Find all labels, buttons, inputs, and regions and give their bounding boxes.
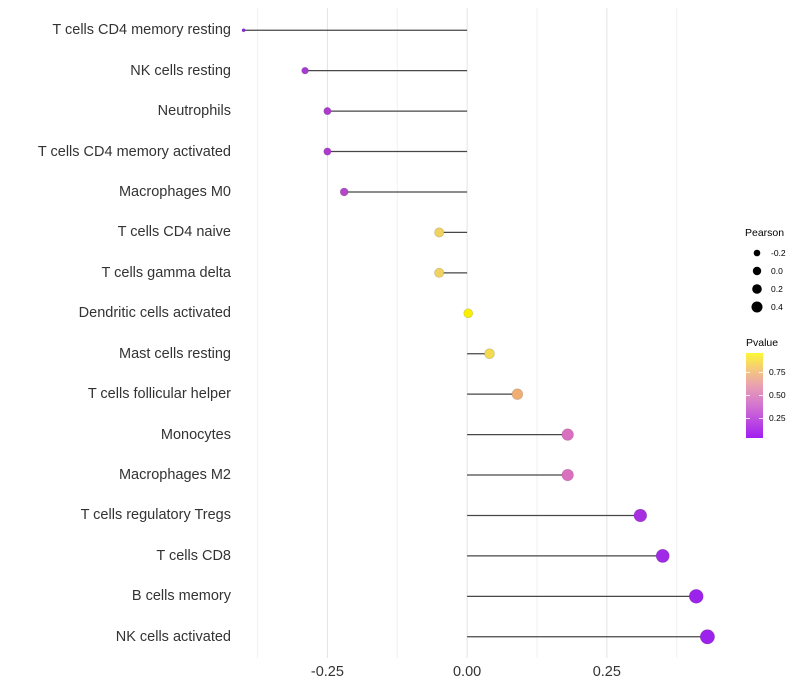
colorbar-tick-mark: [746, 418, 750, 419]
colorbar-tick-mark: [746, 372, 750, 373]
y-axis-label: T cells CD4 memory resting: [52, 22, 231, 39]
x-tick-label: 0.25: [592, 664, 621, 680]
lollipop-dot: [484, 348, 495, 360]
lollipop-dot: [434, 227, 445, 238]
y-axis-label: NK cells activated: [115, 628, 231, 645]
lollipop-dot: [434, 267, 445, 278]
colorbar-tick-label: 0.50: [769, 390, 786, 400]
legend-size-label: 0.2: [771, 284, 783, 294]
legend-size-label: 0.4: [771, 302, 783, 312]
lollipop-dot: [323, 107, 332, 116]
pvalue-colorbar: [746, 353, 763, 438]
lollipop-dot: [561, 428, 574, 441]
lollipop-dot: [561, 468, 574, 482]
colorbar-tick-mark: [759, 395, 763, 396]
lollipop-dot: [323, 147, 332, 156]
y-axis-label: T cells CD8: [156, 547, 231, 564]
legend-size-label: 0.0: [771, 266, 783, 276]
lollipop-dot: [463, 308, 474, 319]
lollipop-dot: [688, 588, 704, 604]
legend-size-dot: [752, 284, 762, 294]
lollipop-dot: [339, 187, 349, 197]
y-axis-label: Monocytes: [160, 426, 231, 443]
y-axis-label: Macrophages M0: [118, 183, 231, 200]
lollipop-dot: [699, 629, 715, 645]
y-axis-label: T cells follicular helper: [87, 386, 231, 403]
legend-title-pvalue: Pvalue: [746, 337, 779, 349]
x-tick-label: 0.00: [452, 664, 482, 680]
y-axis-label: T cells gamma delta: [101, 264, 231, 281]
colorbar-tick-mark: [759, 372, 763, 373]
lollipop-dot: [301, 66, 309, 75]
legend-size-label: -0.2: [771, 248, 786, 258]
legend-title-pearson: Pearson: [745, 227, 785, 239]
colorbar-tick-mark: [759, 418, 763, 419]
legend-size-dot: [752, 266, 762, 276]
colorbar-tick-label: 0.75: [769, 367, 786, 377]
lollipop-dot: [633, 508, 648, 523]
y-axis-label: T cells CD4 memory activated: [37, 143, 231, 160]
y-axis-label: T cells CD4 naive: [117, 224, 231, 241]
x-tick-label: -0.25: [310, 664, 344, 680]
y-axis-label: Neutrophils: [157, 103, 231, 120]
y-axis-label: B cells memory: [131, 588, 231, 605]
y-axis-label: T cells regulatory Tregs: [80, 507, 231, 524]
lollipop-dot: [655, 548, 670, 563]
y-axis-label: NK cells resting: [130, 62, 231, 79]
colorbar-tick-label: 0.25: [769, 413, 786, 423]
y-axis-label: Dendritic cells activated: [78, 305, 231, 322]
lollipop-dot: [511, 388, 524, 400]
legend-size-dot: [751, 301, 763, 313]
lollipop-dot: [241, 28, 246, 33]
y-axis-label: Mast cells resting: [118, 345, 231, 362]
colorbar-tick-mark: [746, 395, 750, 396]
y-axis-label: Macrophages M2: [118, 467, 231, 484]
legend-size-dot: [753, 249, 761, 257]
